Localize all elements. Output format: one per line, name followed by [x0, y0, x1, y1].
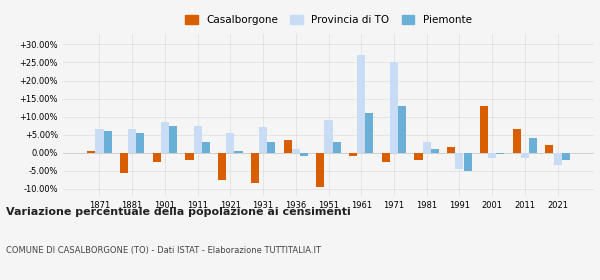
Bar [390, 62, 398, 153]
Bar [488, 153, 496, 158]
Bar [87, 151, 95, 153]
Bar [447, 147, 455, 153]
Bar [562, 153, 570, 160]
Bar [267, 142, 275, 153]
Bar [455, 153, 463, 169]
Bar [161, 122, 169, 153]
Bar [152, 153, 161, 162]
Bar [226, 133, 235, 153]
Bar [512, 129, 521, 153]
Text: Variazione percentuale della popolazione ai censimenti: Variazione percentuale della popolazione… [6, 207, 351, 217]
Bar [398, 106, 406, 153]
Bar [365, 113, 373, 153]
Bar [235, 151, 242, 153]
Bar [325, 120, 332, 153]
Bar [95, 129, 104, 153]
Bar [464, 153, 472, 171]
Bar [349, 153, 357, 156]
Bar [300, 153, 308, 156]
Bar [554, 153, 562, 165]
Bar [545, 146, 553, 153]
Bar [193, 126, 202, 153]
Bar [218, 153, 226, 180]
Bar [332, 142, 341, 153]
Bar [251, 153, 259, 183]
Bar [259, 127, 267, 153]
Bar [422, 142, 431, 153]
Bar [431, 149, 439, 153]
Bar [169, 126, 177, 153]
Bar [104, 131, 112, 153]
Bar [316, 153, 325, 187]
Bar [382, 153, 390, 162]
Bar [136, 133, 145, 153]
Bar [120, 153, 128, 172]
Bar [284, 140, 292, 153]
Bar [415, 153, 422, 160]
Bar [202, 142, 210, 153]
Bar [529, 138, 537, 153]
Bar [357, 55, 365, 153]
Text: COMUNE DI CASALBORGONE (TO) - Dati ISTAT - Elaborazione TUTTITALIA.IT: COMUNE DI CASALBORGONE (TO) - Dati ISTAT… [6, 246, 321, 255]
Bar [496, 153, 505, 155]
Bar [128, 129, 136, 153]
Legend: Casalborgone, Provincia di TO, Piemonte: Casalborgone, Provincia di TO, Piemonte [185, 15, 472, 25]
Bar [521, 153, 529, 158]
Bar [292, 149, 300, 153]
Bar [185, 153, 193, 160]
Bar [480, 106, 488, 153]
